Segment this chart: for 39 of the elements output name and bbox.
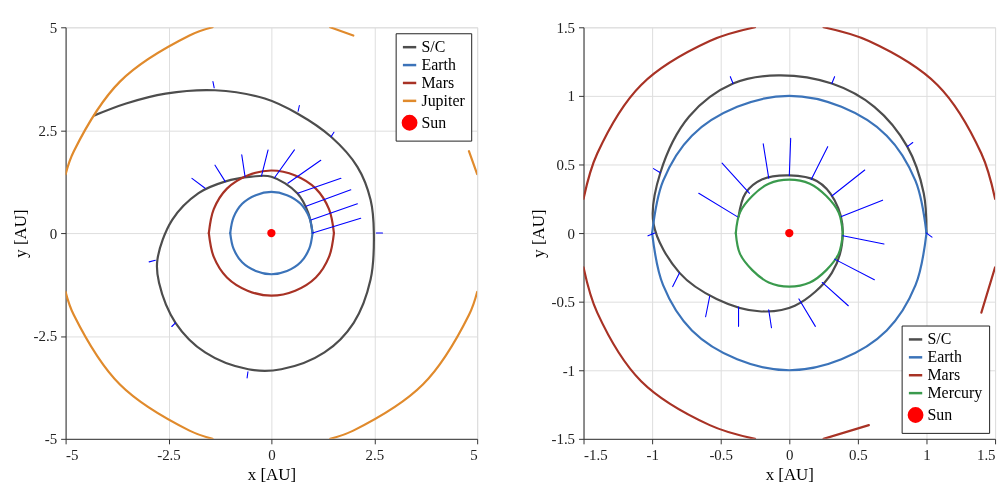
y-tick-label: 1: [567, 88, 576, 105]
x-tick-label: 0: [268, 447, 276, 464]
y-tick-label: 0: [49, 225, 58, 242]
legend-label: Mars: [421, 73, 455, 91]
x-axis-title: x [AU]: [247, 465, 297, 485]
x-tick-label: -1.5: [584, 447, 608, 464]
x-tick-label: 0.5: [849, 447, 868, 464]
y-tick-label: -5: [44, 431, 58, 448]
y-tick-label: 0: [567, 225, 576, 242]
y-tick-label: 5: [49, 19, 58, 36]
x-axis-title: x [AU]: [765, 465, 814, 485]
x-tick-label: 1: [923, 447, 931, 464]
x-tick-label: -0.5: [709, 447, 734, 464]
y-tick-label: -1.5: [551, 431, 576, 448]
line-series: [93, 89, 375, 372]
legend-label: Sun: [421, 113, 447, 131]
legend-label: Jupiter: [421, 91, 466, 110]
y-tick-label: -0.5: [551, 294, 576, 311]
y-axis-title: y [AU]: [528, 209, 548, 258]
y-axis-title: y [AU]: [10, 209, 30, 258]
x-tick-label: -1: [646, 447, 659, 464]
y-tick-label: 0.5: [556, 156, 576, 173]
y-tick-label: 1.5: [556, 19, 576, 36]
x-tick-label: 0: [786, 447, 794, 464]
legend-label: Sun: [927, 405, 953, 423]
legend-label: S/C: [421, 38, 446, 56]
legend-label: Mercury: [927, 384, 983, 403]
x-tick-label: 5: [470, 447, 478, 464]
x-tick-label: -5: [66, 447, 79, 464]
y-tick-label: -2.5: [33, 328, 58, 345]
legend-label: S/C: [927, 330, 952, 348]
legend-label: Earth: [927, 348, 962, 366]
x-tick-label: -2.5: [157, 447, 181, 464]
y-tick-label: 2.5: [38, 122, 58, 139]
legend-label: Mars: [927, 366, 961, 384]
x-tick-label: 2.5: [365, 447, 385, 464]
x-tick-label: 1.5: [976, 447, 996, 464]
y-tick-label: -1: [562, 362, 576, 379]
legend-label: Earth: [421, 56, 456, 74]
